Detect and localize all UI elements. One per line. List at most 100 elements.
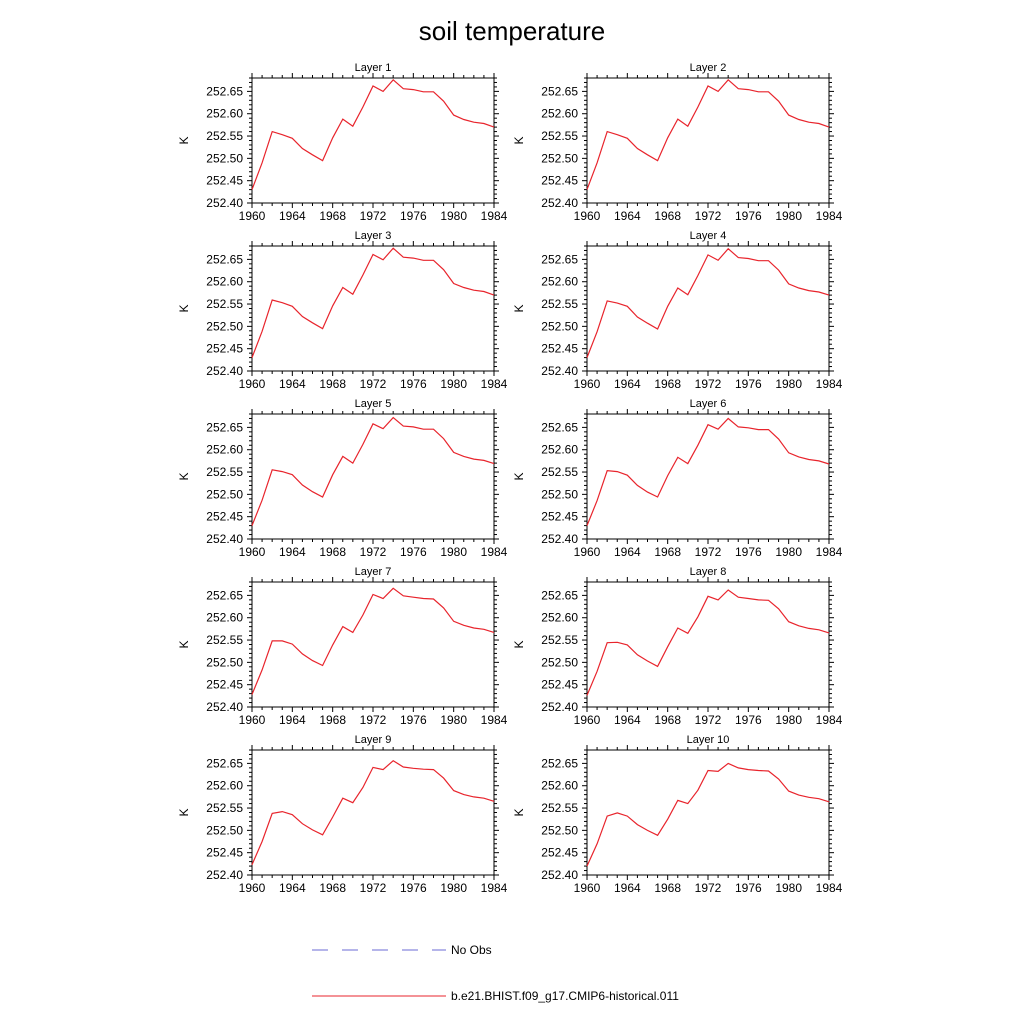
x-tick-label: 1972 [695,881,722,895]
y-axis-label: K [512,304,526,312]
plot-frame [586,77,830,204]
y-tick-label: 252.40 [206,532,243,546]
y-tick-label: 252.45 [541,510,578,524]
y-tick-label: 252.45 [206,678,243,692]
y-tick-label: 252.50 [541,151,578,165]
y-tick-label: 252.65 [541,84,578,98]
y-tick-label: 252.65 [541,756,578,770]
y-tick-label: 252.65 [206,756,243,770]
x-tick-label: 1964 [279,545,306,559]
y-tick-label: 252.40 [541,196,578,210]
panel-title: Layer 4 [690,230,727,242]
plot-frame [251,245,495,372]
y-axis-label: K [177,304,191,312]
x-tick-label: 1984 [481,545,508,559]
plot-frame [586,413,830,540]
y-tick-label: 252.65 [541,252,578,266]
y-tick-label: 252.55 [541,633,578,647]
series-line [251,247,495,358]
x-tick-label: 1960 [574,881,601,895]
y-tick-label: 252.55 [541,297,578,311]
plot-frame [251,581,495,708]
x-tick-label: 1976 [400,881,427,895]
series-line [586,247,830,358]
y-tick-label: 252.50 [206,319,243,333]
y-tick-label: 252.55 [541,801,578,815]
y-tick-label: 252.45 [206,174,243,188]
x-tick-label: 1964 [614,377,641,391]
x-tick-label: 1968 [654,209,681,223]
x-tick-label: 1984 [816,377,843,391]
y-axis-label: K [512,640,526,648]
x-tick-label: 1976 [735,377,762,391]
y-tick-label: 252.60 [206,275,243,289]
y-tick-label: 252.45 [541,174,578,188]
panel-5: Layer 5 K 1960 1964 1968 1972 1976 1980 1984 252.… [177,398,508,559]
panel-grid: Layer 1 K 1960 1964 1968 1972 1976 1980 1984 252.… [177,62,843,895]
x-tick-label: 1976 [400,377,427,391]
y-tick-label: 252.45 [541,846,578,860]
x-tick-label: 1980 [775,881,802,895]
panel-9: Layer 9 K 1960 1964 1968 1972 1976 1980 1984 252.… [177,734,508,895]
x-tick-label: 1964 [614,545,641,559]
y-tick-label: 252.60 [206,443,243,457]
x-tick-label: 1968 [319,881,346,895]
x-tick-label: 1984 [816,545,843,559]
y-tick-label: 252.45 [541,342,578,356]
x-tick-label: 1980 [775,209,802,223]
x-tick-label: 1984 [481,881,508,895]
x-tick-label: 1976 [735,545,762,559]
y-tick-label: 252.65 [206,420,243,434]
panel-title: Layer 9 [355,734,392,746]
y-tick-label: 252.60 [206,107,243,121]
y-tick-label: 252.60 [541,275,578,289]
series-line [251,416,495,526]
y-tick-label: 252.50 [541,823,578,837]
plot-frame [586,581,830,708]
y-tick-label: 252.55 [206,129,243,143]
plot-frame [251,77,495,204]
x-tick-label: 1976 [400,209,427,223]
x-tick-label: 1968 [319,713,346,727]
panel-title: Layer 8 [690,566,727,578]
x-tick-label: 1972 [695,713,722,727]
series-line [251,759,495,865]
y-tick-label: 252.60 [206,779,243,793]
y-tick-label: 252.40 [541,532,578,546]
y-tick-label: 252.50 [206,823,243,837]
series-line [586,589,830,696]
x-tick-label: 1964 [614,713,641,727]
panel-2: Layer 2 K 1960 1964 1968 1972 1976 1980 1984 252.… [512,62,843,223]
x-tick-label: 1984 [481,377,508,391]
panel-10: Layer 10 K 1960 1964 1968 1972 1976 1980 1984 252… [512,734,843,895]
x-tick-label: 1960 [239,713,266,727]
x-tick-label: 1984 [481,713,508,727]
x-tick-label: 1976 [735,713,762,727]
x-tick-label: 1976 [400,713,427,727]
x-tick-label: 1972 [360,377,387,391]
x-tick-label: 1972 [695,209,722,223]
x-tick-label: 1984 [816,881,843,895]
x-tick-label: 1960 [574,713,601,727]
x-tick-label: 1980 [440,881,467,895]
y-axis-label: K [177,808,191,816]
x-tick-label: 1964 [279,713,306,727]
y-tick-label: 252.40 [206,700,243,714]
x-tick-label: 1960 [574,545,601,559]
series-line [586,417,830,526]
y-tick-label: 252.40 [206,196,243,210]
panel-title: Layer 3 [355,230,392,242]
series-line [586,78,830,190]
x-tick-label: 1984 [816,209,843,223]
y-tick-label: 252.45 [206,342,243,356]
panel-title: Layer 10 [687,734,730,746]
x-tick-label: 1960 [239,545,266,559]
y-tick-label: 252.55 [206,801,243,815]
plot-frame [586,749,830,876]
legend-label-no-obs: No Obs [451,943,492,957]
panel-4: Layer 4 K 1960 1964 1968 1972 1976 1980 1984 252.… [512,230,843,391]
series-line [251,78,495,190]
x-tick-label: 1968 [654,713,681,727]
y-tick-label: 252.50 [541,655,578,669]
panel-7: Layer 7 K 1960 1964 1968 1972 1976 1980 1984 252.… [177,566,508,727]
